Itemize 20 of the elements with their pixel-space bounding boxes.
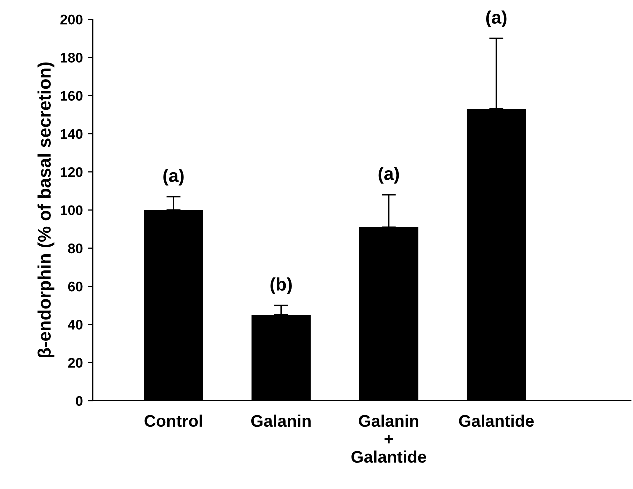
- y-tick-label: 180: [61, 53, 83, 63]
- x-tick-label: Galantide: [459, 414, 534, 428]
- y-tick-label: 100: [61, 206, 83, 216]
- y-tick-label: 200: [60, 14, 83, 25]
- x-tick-label: Control: [144, 414, 202, 428]
- y-axis-title: β-endorphin (% of basal secretion): [38, 62, 55, 358]
- y-tick-label: 80: [68, 244, 83, 254]
- annotation: (b): [270, 278, 292, 295]
- x-tick-label: Galanin: [251, 414, 311, 428]
- y-tick-label: 60: [68, 282, 83, 292]
- x-tick-label: Galanin + Galantide: [352, 414, 426, 464]
- annotation: (a): [164, 168, 184, 186]
- y-tick-label: 160: [61, 91, 83, 102]
- y-tick-label: 0: [76, 396, 83, 406]
- y-tick-label: 40: [68, 320, 83, 330]
- y-tick-label: 120: [61, 167, 83, 178]
- y-tick-label: 140: [61, 129, 83, 140]
- annotation: (a): [378, 167, 400, 184]
- annotation: (a): [486, 10, 507, 28]
- y-tick-label: 20: [68, 358, 83, 368]
